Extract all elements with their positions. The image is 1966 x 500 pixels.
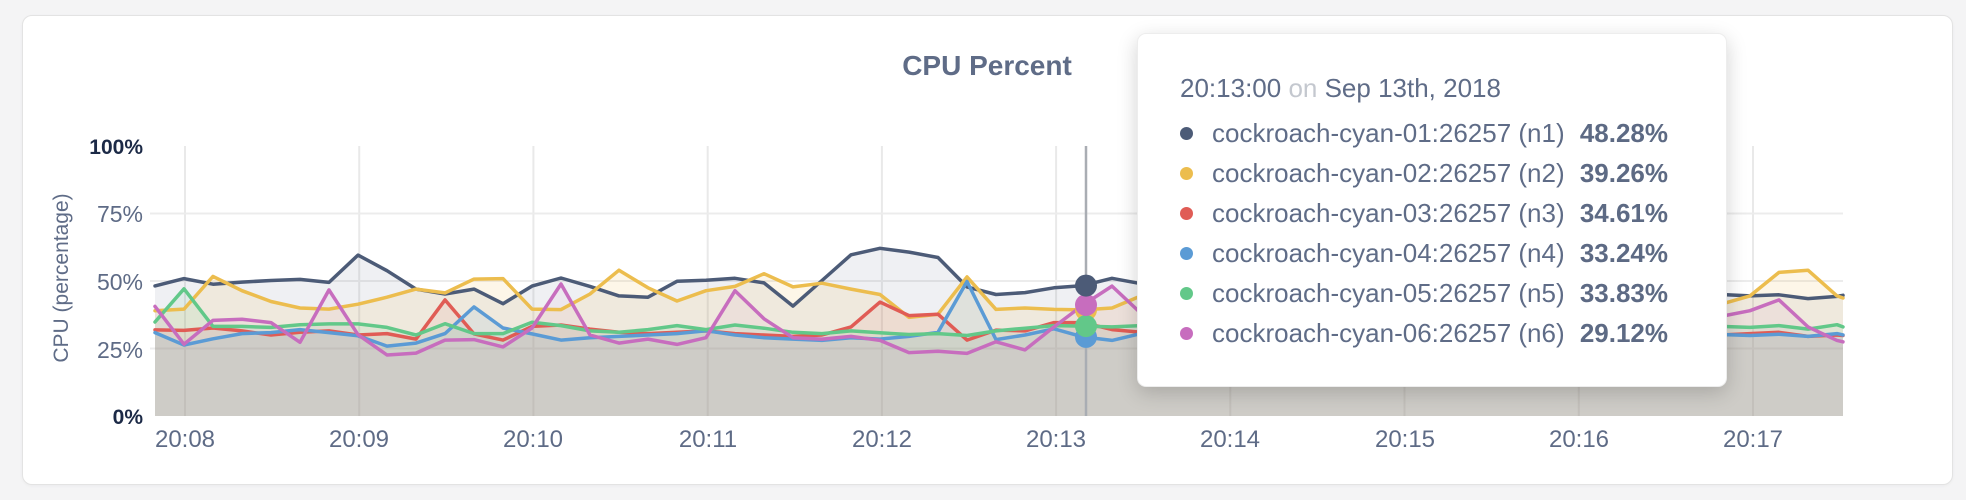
svg-text:20:14: 20:14 bbox=[1200, 426, 1260, 453]
svg-text:50%: 50% bbox=[97, 269, 143, 295]
svg-text:20:08: 20:08 bbox=[155, 426, 215, 453]
svg-text:20:17: 20:17 bbox=[1723, 426, 1783, 453]
svg-text:20:15: 20:15 bbox=[1375, 426, 1435, 453]
svg-text:20:11: 20:11 bbox=[679, 426, 737, 453]
svg-text:20:16: 20:16 bbox=[1549, 426, 1609, 453]
svg-text:0%: 0% bbox=[113, 406, 144, 429]
svg-text:100%: 100% bbox=[89, 136, 143, 159]
svg-text:CPU (percentage): CPU (percentage) bbox=[50, 193, 73, 362]
svg-text:20:13: 20:13 bbox=[1026, 426, 1086, 453]
svg-text:25%: 25% bbox=[97, 337, 143, 363]
svg-text:20:09: 20:09 bbox=[329, 426, 389, 453]
svg-text:75%: 75% bbox=[97, 201, 143, 227]
svg-text:20:12: 20:12 bbox=[852, 426, 912, 453]
svg-text:20:10: 20:10 bbox=[503, 426, 563, 453]
